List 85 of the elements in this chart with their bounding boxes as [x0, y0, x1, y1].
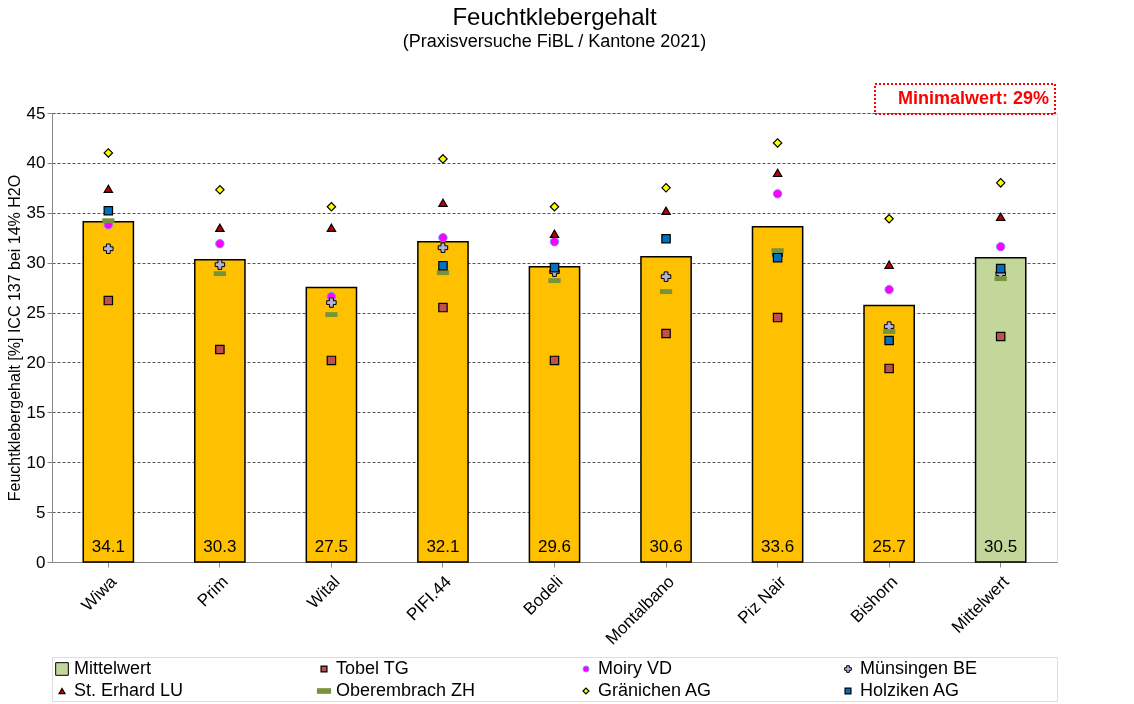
bar [194, 258, 246, 563]
point [549, 202, 560, 212]
data-label: 34.1 [91, 537, 125, 556]
point [214, 259, 226, 270]
bar [751, 226, 804, 563]
chart-subtitle: (Praxisversuche FiBL / Kantone 2021) [402, 31, 707, 51]
data-label: 30.3 [203, 537, 237, 556]
y-axis-title: Feuchtklebergehalt [%] ICC 137 bei 14% H2O [5, 174, 23, 502]
point [995, 178, 1006, 188]
point [884, 213, 894, 224]
point [326, 355, 337, 366]
point [326, 223, 337, 232]
bar [974, 256, 1027, 563]
data-label: 33.6 [761, 537, 795, 556]
legend-label: Münsingen BE [860, 658, 978, 678]
y-tick-label: 15 [26, 402, 46, 422]
point [995, 263, 1006, 274]
y-tick-label: 45 [26, 103, 46, 123]
data-label: 30.6 [649, 537, 683, 556]
point [103, 148, 114, 158]
legend-label: Tobel TG [336, 658, 409, 678]
point [438, 233, 448, 243]
data-label: 27.5 [314, 537, 348, 556]
y-tick-label: 10 [26, 452, 46, 472]
y-tick-label: 20 [26, 352, 46, 372]
point [215, 239, 225, 249]
point [438, 302, 448, 313]
point [438, 154, 448, 164]
legend-label: Mittelwert [74, 658, 152, 678]
point [661, 183, 671, 193]
y-tick-label: 35 [26, 203, 46, 223]
point [215, 223, 225, 232]
point [215, 344, 225, 355]
point [772, 189, 783, 199]
data-label: 30.5 [984, 537, 1018, 556]
point [437, 242, 449, 253]
point [660, 271, 672, 282]
point [326, 202, 337, 212]
bar [417, 240, 469, 563]
y-tick-label: 0 [36, 552, 46, 572]
point [661, 206, 671, 216]
point [549, 229, 560, 238]
point [884, 260, 894, 269]
chart-title: Feuchtklebergehalt [452, 3, 657, 30]
point [103, 295, 114, 306]
y-tick-label: 5 [36, 502, 46, 522]
y-tick-label: 40 [26, 153, 46, 173]
point [884, 363, 894, 374]
point [772, 168, 783, 178]
legend-label: Gränichen AG [598, 680, 712, 700]
data-label: 29.6 [537, 537, 572, 556]
y-tick-label: 25 [26, 303, 46, 323]
text: Minimalwert: 29% [897, 88, 1049, 108]
bar [640, 255, 692, 563]
point [549, 355, 560, 366]
point [772, 138, 783, 148]
point [884, 284, 894, 295]
legend-label: Oberembrach ZH [336, 680, 476, 700]
x-tick-label: Piz Nair [734, 571, 790, 628]
data-label: 32.1 [426, 537, 460, 556]
legend-label: St. Erhard LU [74, 680, 184, 700]
data-label: 25.7 [872, 537, 906, 556]
point [549, 262, 560, 273]
point [884, 335, 894, 346]
y-tick-label: 30 [26, 253, 46, 273]
legend-label: Moiry VD [598, 658, 673, 678]
bar [305, 286, 358, 563]
point [772, 312, 783, 323]
point [661, 328, 671, 339]
point [995, 212, 1006, 221]
point [995, 331, 1006, 342]
legend-label: Holziken AG [860, 680, 960, 700]
bar [82, 221, 135, 563]
point [438, 198, 448, 208]
point [103, 243, 114, 254]
point [995, 242, 1006, 252]
point [438, 260, 448, 271]
point [661, 233, 671, 244]
point [326, 297, 337, 308]
bar [528, 265, 581, 563]
point [215, 185, 225, 195]
bar [863, 304, 915, 563]
point [549, 237, 560, 247]
point [103, 184, 114, 194]
point [103, 206, 114, 216]
